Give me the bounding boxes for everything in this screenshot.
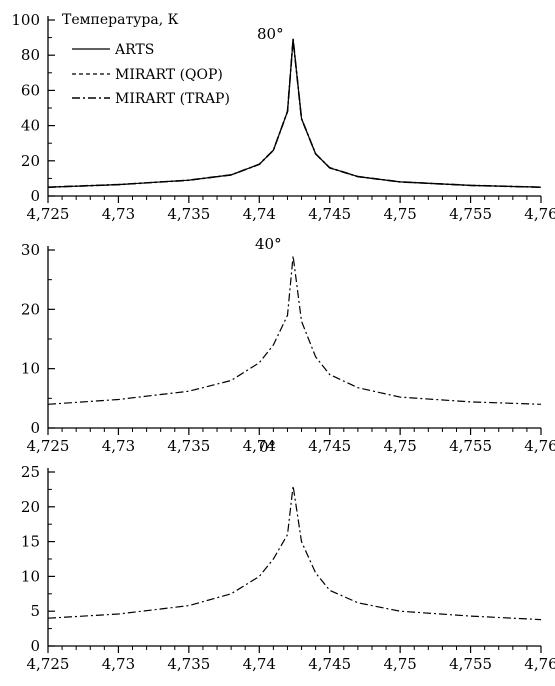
- y-tick-label: 100: [11, 11, 40, 29]
- x-tick-label: 4,745: [308, 205, 351, 223]
- x-tick-label: 4,755: [449, 205, 492, 223]
- y-tick-label: 0: [30, 419, 40, 437]
- panel-40deg: 4,725 4,73 4,735 4,74 4,745 4,75 4,755 4,76 0 10 2…: [21, 235, 555, 455]
- y-tick-label: 10: [21, 360, 40, 378]
- panel-0deg: 4,725 4,73 4,735 4,74 4,745 4,75 4,755 4,76 0 5 10…: [21, 438, 555, 673]
- y-tick-label: 60: [21, 81, 40, 99]
- y-tick-label: 80: [21, 46, 40, 64]
- x-tick-label: 4,735: [167, 437, 210, 455]
- panel-0deg-plot-area: 4,725 4,73 4,735 4,74 4,745 4,75 4,755 4,76 0 5 10…: [21, 463, 555, 673]
- x-tick-label: 4,755: [449, 437, 492, 455]
- x-tick-label: 4,73: [102, 655, 135, 673]
- series-line-curve: [47, 255, 542, 405]
- y-tick-label: 0: [30, 637, 40, 655]
- y-tick-label: 25: [21, 463, 40, 481]
- x-tick-label: 4,745: [308, 437, 351, 455]
- x-tick-label: 4,73: [102, 437, 135, 455]
- x-tick-label: 4,735: [167, 205, 210, 223]
- x-tick-label: 4,74: [243, 655, 276, 673]
- series-line-mirart-trap: [47, 38, 542, 188]
- x-tick-label: 4,76: [524, 655, 555, 673]
- angle-label-80: 80°: [257, 25, 284, 43]
- x-tick-label: 4,745: [308, 655, 351, 673]
- y-tick-label: 40: [21, 117, 40, 135]
- y-tick-label: 30: [21, 241, 40, 259]
- x-tick-label: 4,74: [243, 205, 276, 223]
- x-tick-label: 4,75: [383, 205, 416, 223]
- angle-label-0: 0°: [259, 438, 276, 456]
- series-line-mirart-qop: [47, 38, 542, 188]
- series-line-arts: [47, 38, 542, 188]
- y-tick-label: 0: [30, 187, 40, 205]
- y-tick-label: 20: [21, 498, 40, 516]
- x-tick-label: 4,76: [524, 205, 555, 223]
- panel-40deg-plot-area: 4,725 4,73 4,735 4,74 4,745 4,75 4,755 4,76 0 10 2…: [21, 241, 555, 455]
- x-tick-label: 4,73: [102, 205, 135, 223]
- x-tick-label: 4,755: [449, 655, 492, 673]
- legend-label-mirart-trap: MIRART (TRAP): [115, 91, 230, 107]
- x-tick-label: 4,74: [243, 437, 276, 455]
- y-tick-label: 10: [21, 567, 40, 585]
- legend: ARTS MIRART (QOP) MIRART (TRAP): [72, 42, 230, 107]
- x-tick-label: 4,75: [383, 655, 416, 673]
- x-tick-label: 4,75: [383, 437, 416, 455]
- x-tick-label: 4,725: [27, 205, 70, 223]
- y-tick-label: 20: [21, 300, 40, 318]
- x-tick-label: 4,76: [524, 437, 555, 455]
- x-tick-label: 4,725: [27, 437, 70, 455]
- series-line-curve: [47, 485, 542, 621]
- x-tick-label: 4,735: [167, 655, 210, 673]
- y-tick-label: 15: [21, 533, 40, 551]
- panel-80deg-plot-area: 4,725 4,73 4,735 4,74 4,745 4,75 4,755 4,76 0 20 4…: [11, 11, 555, 223]
- legend-label-arts: ARTS: [114, 42, 154, 58]
- x-tick-label: 4,725: [27, 655, 70, 673]
- y-tick-label: 5: [30, 602, 40, 620]
- y-tick-label: 20: [21, 152, 40, 170]
- panel-80deg: 4,725 4,73 4,735 4,74 4,745 4,75 4,755 4,76 0 20 4…: [11, 11, 555, 223]
- legend-label-mirart-qop: MIRART (QOP): [115, 67, 223, 83]
- angle-label-40: 40°: [255, 235, 282, 253]
- y-axis-title: Температура, К: [62, 12, 179, 28]
